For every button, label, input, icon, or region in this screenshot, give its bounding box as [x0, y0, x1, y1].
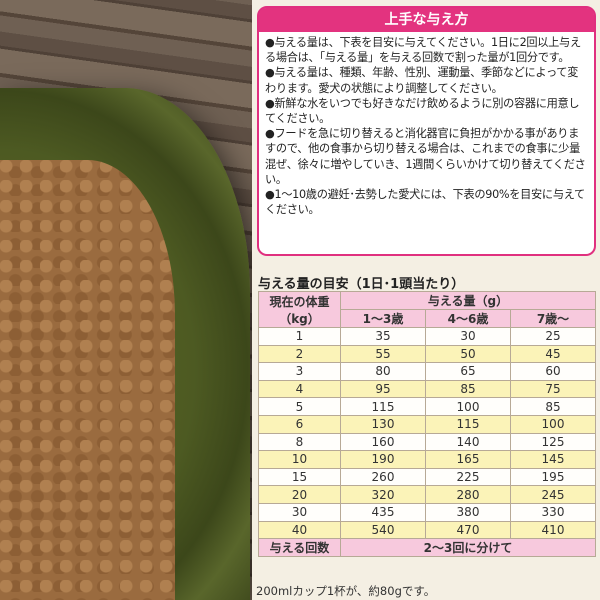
- weight-cell: 20: [258, 485, 341, 504]
- table-row: 2 55 50 45: [258, 344, 596, 364]
- weight-cell: 4: [258, 379, 341, 399]
- amount-cell: 330: [510, 502, 596, 522]
- amount-cell: 45: [510, 344, 596, 364]
- feeding-table-title: 与える量の目安（1日･1頭当たり）: [258, 277, 465, 292]
- tip-paragraph: ●新鮮な水をいつでも好きなだけ飲めるように別の容器に用意してください。: [265, 96, 580, 126]
- tip-paragraph: ●与える量は、種類、年齢、性別、運動量、季節などによって変わります。愛犬の状態に…: [265, 66, 579, 95]
- feeding-amount-table: 現在の体重（kg） 与える量（g） 1〜3歳 4〜6歳 7歳〜 1 35 30 25 2…: [258, 291, 596, 558]
- age-column-header: 4〜6歳: [425, 309, 511, 328]
- tip-paragraph: ●1〜10歳の避妊･去勢した愛犬には、下表の90%を目安に与えてください。: [265, 188, 585, 217]
- amount-cell: 410: [510, 520, 596, 540]
- table-row: 1 35 30 25: [258, 327, 596, 346]
- amount-cell: 65: [425, 362, 511, 381]
- table-row: 30 435 380 330: [258, 502, 596, 522]
- amount-cell: 145: [510, 450, 596, 469]
- amount-cell: 245: [510, 485, 596, 504]
- amount-cell: 115: [425, 414, 511, 434]
- amount-cell: 195: [510, 467, 596, 487]
- frequency-label: 与える回数: [258, 538, 341, 558]
- amount-cell: 60: [510, 362, 596, 381]
- amount-cell: 320: [340, 485, 426, 504]
- amount-cell: 115: [340, 397, 426, 416]
- table-row: 4 95 85 75: [258, 379, 596, 399]
- amount-cell: 30: [425, 327, 511, 346]
- amount-cell: 85: [425, 379, 511, 399]
- amount-cell: 260: [340, 467, 426, 487]
- table-row: 15 260 225 195: [258, 467, 596, 487]
- amount-cell: 280: [425, 485, 511, 504]
- weight-cell: 3: [258, 362, 341, 381]
- table-row: 40 540 470 410: [258, 520, 596, 540]
- table-row: 5 115 100 85: [258, 397, 596, 416]
- amount-cell: 435: [340, 502, 426, 522]
- weight-cell: 40: [258, 520, 341, 540]
- amount-cell: 95: [340, 379, 426, 399]
- amount-cell: 35: [340, 327, 426, 346]
- amount-cell: 25: [510, 327, 596, 346]
- weight-cell: 30: [258, 502, 341, 522]
- tip-paragraph: ●与える量は、下表を目安に与えてください。1日に2回以上与える場合は、「与える量…: [265, 36, 581, 65]
- weight-cell: 2: [258, 344, 341, 364]
- feeding-guide-panel: 上手な与え方 ●与える量は、下表を目安に与えてください。1日に2回以上与える場合…: [252, 0, 600, 600]
- weight-cell: 6: [258, 414, 341, 434]
- amount-cell: 380: [425, 502, 511, 522]
- table-row: 20 320 280 245: [258, 485, 596, 504]
- weight-cell: 1: [258, 327, 341, 346]
- weight-cell: 8: [258, 432, 341, 452]
- dog-food-kibble-image: [0, 160, 175, 600]
- amount-cell: 140: [425, 432, 511, 452]
- weight-cell: 5: [258, 397, 341, 416]
- feeding-tips-title: 上手な与え方: [259, 8, 594, 32]
- feeding-tips-card: 上手な与え方 ●与える量は、下表を目安に与えてください。1日に2回以上与える場合…: [257, 6, 596, 256]
- amount-cell: 225: [425, 467, 511, 487]
- amount-cell: 75: [510, 379, 596, 399]
- amount-cell: 100: [510, 414, 596, 434]
- amount-cell: 50: [425, 344, 511, 364]
- frequency-value: 2〜3回に分けて: [340, 538, 596, 558]
- age-column-header: 1〜3歳: [340, 309, 426, 328]
- amount-cell: 190: [340, 450, 426, 469]
- cup-measure-note: 200mlカップ1杯が、約80gです。: [256, 584, 436, 598]
- amount-cell: 80: [340, 362, 426, 381]
- amount-cell: 130: [340, 414, 426, 434]
- amount-cell: 125: [510, 432, 596, 452]
- amount-cell: 85: [510, 397, 596, 416]
- amount-cell: 165: [425, 450, 511, 469]
- table-row: 3 80 65 60: [258, 362, 596, 381]
- frequency-row: 与える回数 2〜3回に分けて: [258, 538, 596, 558]
- amount-cell: 55: [340, 344, 426, 364]
- table-row: 10 190 165 145: [258, 450, 596, 469]
- wood-background-photo: [0, 0, 252, 600]
- tip-paragraph: ●フードを急に切り替えると消化器官に負担がかかる事がありますので、他の食事から切…: [265, 127, 586, 186]
- amount-header: 与える量（g）: [340, 291, 596, 310]
- amount-cell: 540: [340, 520, 426, 540]
- table-row: 8 160 140 125: [258, 432, 596, 452]
- weight-header: 現在の体重（kg）: [258, 291, 341, 328]
- table-row: 6 130 115 100: [258, 414, 596, 434]
- amount-cell: 160: [340, 432, 426, 452]
- weight-cell: 10: [258, 450, 341, 469]
- amount-cell: 470: [425, 520, 511, 540]
- amount-cell: 100: [425, 397, 511, 416]
- age-column-header: 7歳〜: [510, 309, 596, 328]
- weight-cell: 15: [258, 467, 341, 487]
